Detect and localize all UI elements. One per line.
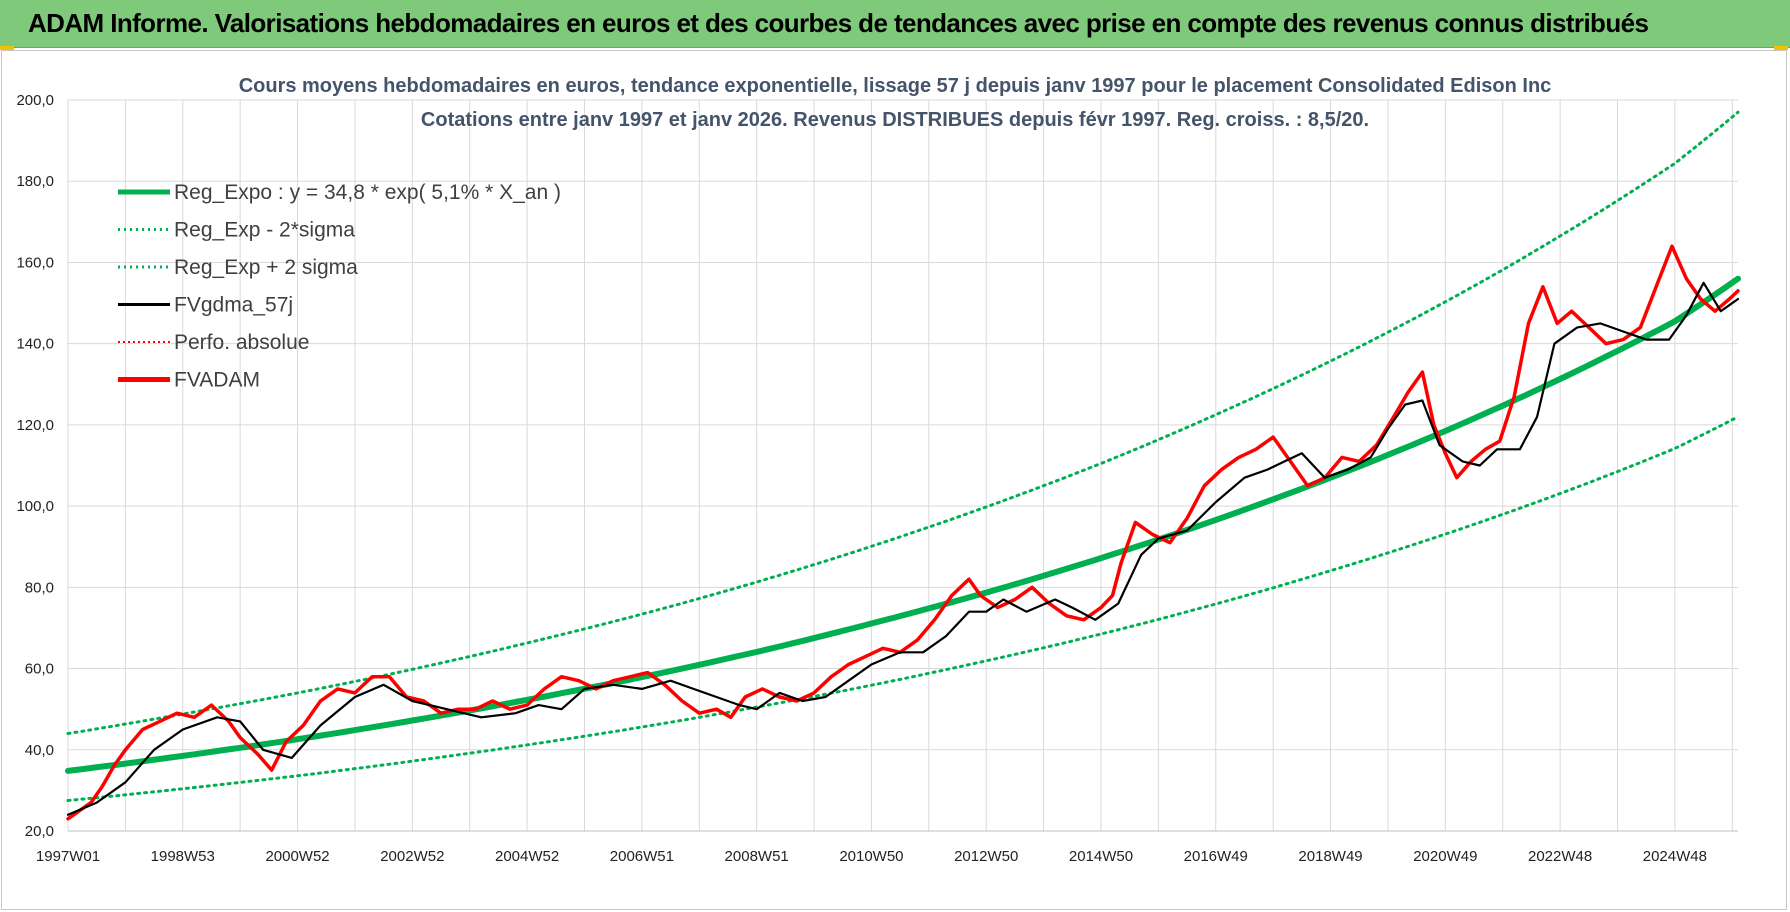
x-axis-ticks: 1997W01 1998W53 2000W52 2002W52 2004W52 2006W…	[36, 848, 1707, 865]
legend-label: FVADAM	[174, 369, 260, 392]
legend-label: FVgdma_57j	[174, 294, 293, 317]
page-title: ADAM Informe. Valorisations hebdomadaire…	[28, 8, 1649, 38]
series-fvadam-line	[66, 244, 1740, 821]
y-tick-label: 100,0	[16, 498, 54, 515]
x-tick-label: 2024W48	[1643, 848, 1707, 865]
chart-title-line-2: Cotations entre janv 1997 et janv 2026. …	[421, 109, 1369, 131]
y-tick-label: 200,0	[16, 92, 54, 109]
series-reg-exp-minus-2sigma-line	[66, 415, 1740, 802]
y-tick-label: 160,0	[16, 254, 54, 271]
x-tick-label: 2006W51	[610, 848, 674, 865]
series-reg-expo-line	[65, 275, 1741, 774]
y-tick-label: 80,0	[25, 579, 54, 596]
x-tick-label: 2010W50	[839, 848, 903, 865]
x-tick-label: 2014W50	[1069, 848, 1133, 865]
y-tick-label: 20,0	[25, 823, 54, 840]
chart-frame	[1, 50, 1787, 910]
x-tick-label: 2004W52	[495, 848, 559, 865]
x-tick-label: 2020W49	[1413, 848, 1477, 865]
legend-label: Perfo. absolue	[174, 331, 309, 354]
y-tick-label: 140,0	[16, 336, 54, 353]
legend-label: Reg_Expo : y = 34,8 * exp( 5,1% * X_an )	[174, 181, 561, 204]
x-tick-label: 1997W01	[36, 848, 100, 865]
frame-corner-marker	[0, 46, 14, 50]
legend-label: Reg_Exp - 2*sigma	[174, 219, 355, 242]
x-tick-label: 1998W53	[151, 848, 215, 865]
series-layer	[65, 110, 1741, 821]
x-tick-label: 2000W52	[265, 848, 329, 865]
y-tick-label: 180,0	[16, 173, 54, 190]
frame-corner-marker	[1774, 46, 1788, 50]
y-tick-label: 60,0	[25, 661, 54, 678]
y-tick-label: 40,0	[25, 742, 54, 759]
chart-title-line-1: Cours moyens hebdomadaires en euros, ten…	[239, 75, 1552, 97]
y-axis-ticks: 20,0 40,0 60,0 80,0 100,0 120,0 140,0 160,0 180,…	[16, 92, 54, 840]
x-tick-label: 2018W49	[1298, 848, 1362, 865]
legend-label: Reg_Exp + 2 sigma	[174, 256, 358, 279]
x-tick-label: 2022W48	[1528, 848, 1592, 865]
header-banner: ADAM Informe. Valorisations hebdomadaire…	[0, 0, 1790, 48]
series-fvgdma-line	[66, 281, 1740, 816]
grid	[67, 99, 1738, 832]
legend: Reg_Expo : y = 34,8 * exp( 5,1% * X_an )…	[118, 181, 561, 392]
x-tick-label: 2012W50	[954, 848, 1018, 865]
y-tick-label: 120,0	[16, 417, 54, 434]
x-tick-label: 2008W51	[725, 848, 789, 865]
x-tick-label: 2016W49	[1184, 848, 1248, 865]
x-tick-label: 2002W52	[380, 848, 444, 865]
series-reg-exp-plus-2sigma-line	[66, 110, 1740, 735]
